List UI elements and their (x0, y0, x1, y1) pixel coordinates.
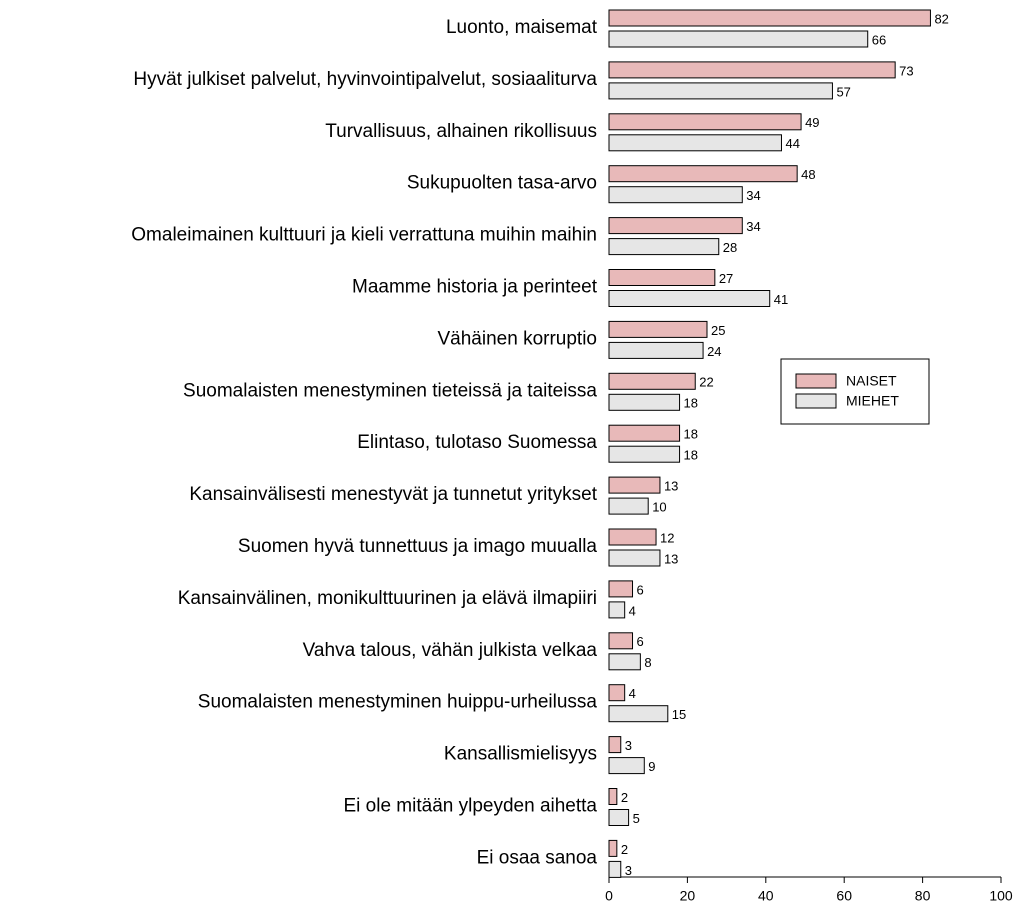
value-label: 24 (707, 344, 721, 359)
category-label: Hyvät julkiset palvelut, hyvinvointipalv… (133, 69, 597, 90)
bar (608, 839, 618, 857)
category-label: Elintaso, tulotaso Suomessa (357, 432, 597, 453)
value-label: 4 (629, 686, 636, 701)
bar (608, 809, 630, 826)
bar (608, 61, 896, 79)
value-label: 48 (801, 167, 815, 182)
value-label: 49 (805, 115, 819, 130)
x-tick-label: 40 (758, 888, 774, 904)
value-label: 25 (711, 323, 725, 338)
bar (608, 82, 833, 100)
category-label: Turvallisuus, alhainen rikollisuus (325, 121, 597, 142)
bar (608, 290, 771, 307)
bar (608, 269, 716, 286)
legend-label: MIEHET (846, 393, 899, 409)
value-label: 82 (934, 11, 948, 26)
category-label: Kansallismielisyys (444, 744, 597, 765)
category-label: Omaleimainen kulttuuri ja kieli verrattu… (131, 225, 597, 246)
bar (608, 113, 802, 131)
value-label: 28 (723, 240, 737, 255)
bar (608, 860, 622, 878)
bar (608, 341, 704, 359)
bar (608, 653, 641, 671)
bar (608, 424, 681, 442)
value-label: 57 (836, 84, 850, 99)
value-label: 8 (644, 655, 651, 670)
category-label: Luonto, maisemat (446, 17, 598, 38)
legend-swatch (795, 393, 837, 409)
value-label: 2 (621, 790, 628, 805)
bar (608, 134, 782, 152)
category-label: Suomalaisten menestyminen tieteissä ja t… (183, 380, 597, 401)
category-label: Vähäinen korruptio (438, 328, 598, 349)
value-label: 18 (684, 448, 698, 463)
value-label: 6 (637, 634, 644, 649)
value-label: 10 (652, 500, 666, 515)
category-label: Vahva talous, vähän julkista velkaa (303, 640, 598, 661)
bar (608, 528, 657, 546)
bar (608, 757, 645, 775)
value-label: 3 (625, 863, 632, 878)
bar (608, 497, 649, 515)
bar (608, 736, 622, 754)
x-tick-label: 0 (605, 888, 613, 904)
category-label: Kansainvälinen, monikulttuurinen ja eläv… (178, 588, 597, 609)
x-tick-label: 80 (915, 888, 931, 904)
value-label: 18 (684, 427, 698, 442)
bar (608, 476, 661, 494)
bar (608, 580, 634, 598)
bar (608, 186, 743, 204)
bar (608, 217, 743, 235)
bar (608, 372, 696, 390)
category-label: Suomen hyvä tunnettuus ja imago muualla (238, 536, 598, 557)
value-label: 22 (699, 375, 713, 390)
x-tick-label: 20 (680, 888, 696, 904)
value-label: 3 (625, 738, 632, 753)
legend-label: NAISET (846, 373, 897, 389)
value-label: 34 (746, 188, 760, 203)
bar (608, 238, 720, 256)
bar (608, 549, 661, 567)
legend-swatch (795, 373, 837, 389)
bar (608, 601, 626, 619)
bar (608, 30, 869, 48)
bar (608, 393, 681, 411)
bar (608, 320, 708, 338)
value-label: 73 (899, 63, 913, 78)
bar (608, 445, 681, 463)
value-label: 12 (660, 530, 674, 545)
bar (608, 165, 798, 183)
bar (608, 684, 626, 702)
category-label: Maamme historia ja perinteet (352, 277, 598, 298)
x-tick-label: 100 (989, 888, 1013, 904)
value-label: 44 (785, 136, 799, 151)
category-label: Kansainvälisesti menestyvät ja tunnetut … (189, 484, 597, 505)
value-label: 2 (621, 842, 628, 857)
category-label: Suomalaisten menestyminen huippu-urheilu… (198, 692, 598, 713)
value-label: 27 (719, 271, 733, 286)
value-label: 13 (664, 551, 678, 566)
value-label: 15 (672, 707, 686, 722)
value-label: 66 (872, 32, 886, 47)
value-label: 18 (684, 396, 698, 411)
value-label: 4 (629, 603, 636, 618)
category-label: Ei osaa sanoa (477, 847, 598, 868)
value-label: 5 (633, 811, 640, 826)
bar (608, 705, 669, 723)
value-label: 6 (637, 582, 644, 597)
value-label: 34 (746, 219, 760, 234)
category-label: Sukupuolten tasa-arvo (407, 173, 597, 194)
category-label: Ei ole mitään ylpeyden aihetta (344, 796, 598, 817)
value-label: 41 (774, 292, 788, 307)
bar (608, 9, 931, 27)
bar (608, 788, 618, 805)
value-label: 13 (664, 479, 678, 494)
value-label: 9 (648, 759, 655, 774)
x-tick-label: 60 (836, 888, 852, 904)
bar (608, 632, 634, 650)
legend-box (780, 358, 930, 425)
